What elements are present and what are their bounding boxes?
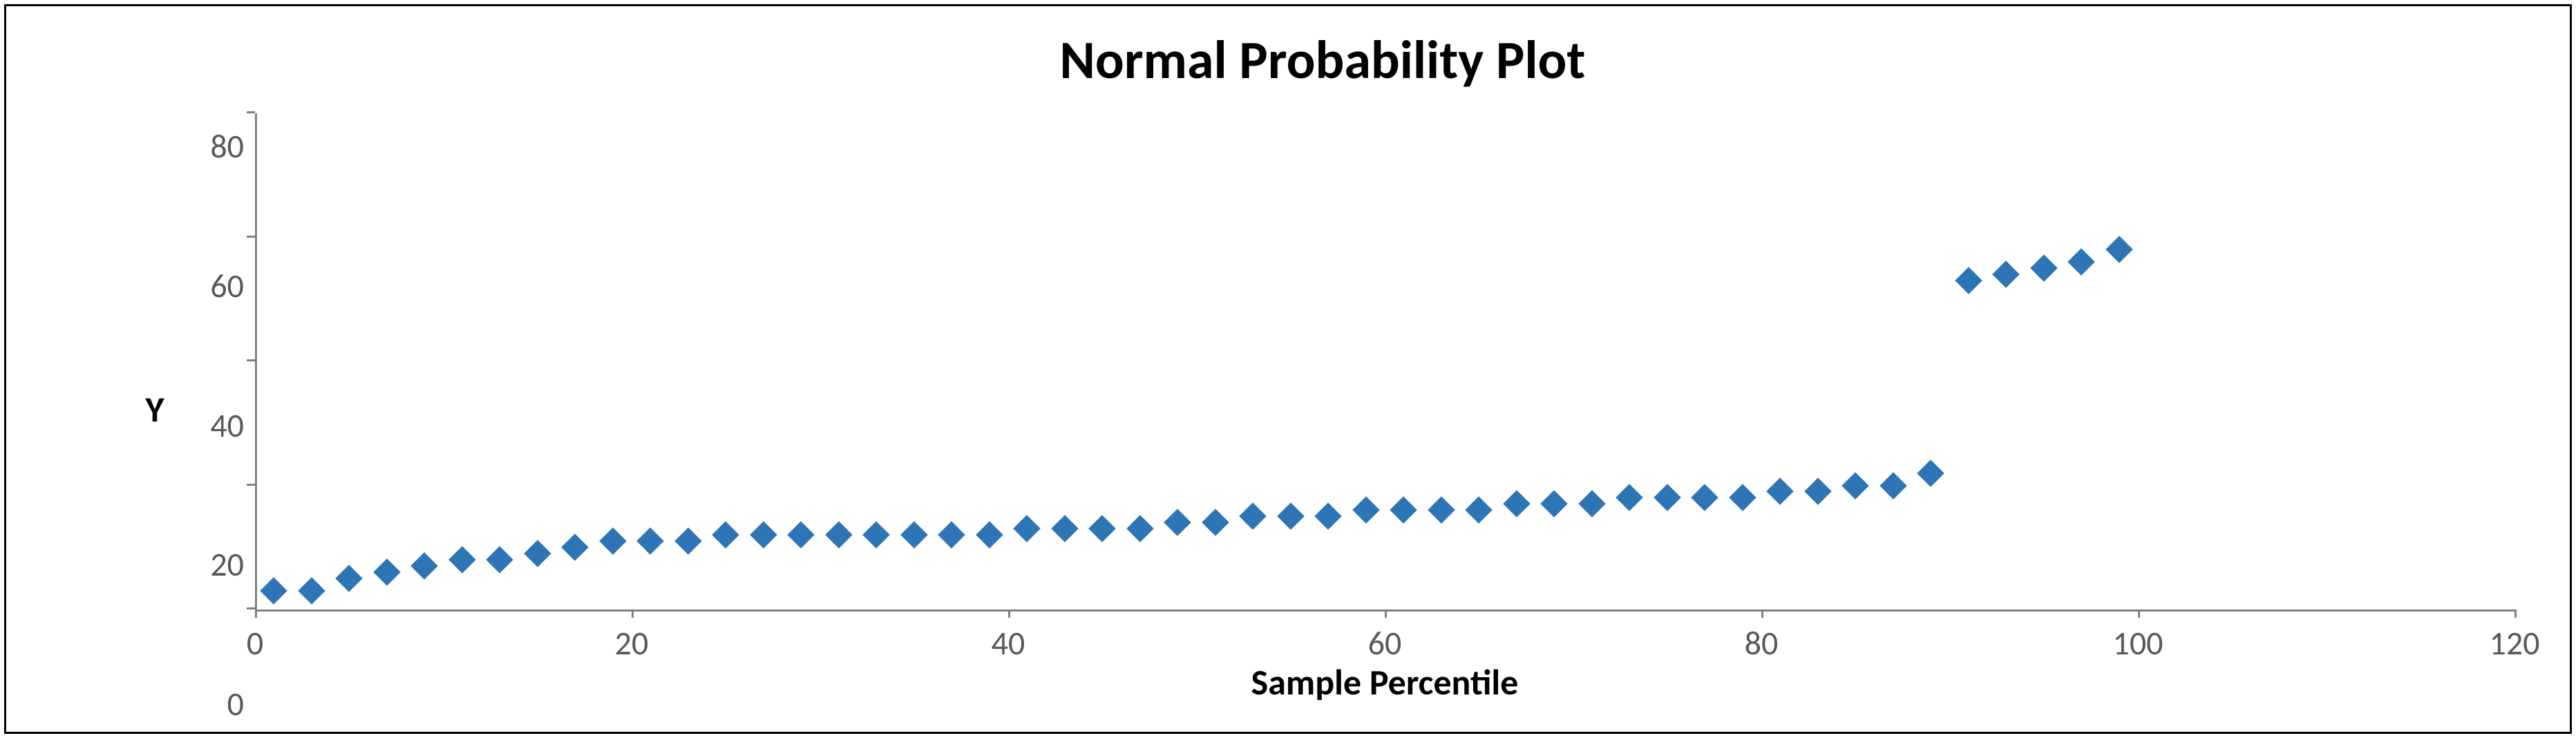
y-tick-label: 20 (210, 548, 244, 581)
data-marker (599, 527, 627, 555)
y-tick-column: 806040200 (179, 113, 255, 704)
data-marker (750, 522, 777, 549)
data-marker (1239, 503, 1267, 531)
data-marker (1691, 484, 1718, 512)
data-marker (298, 577, 325, 605)
x-tick-label: 40 (992, 623, 1025, 663)
x-tick-row: 020406080100120 (255, 612, 2515, 660)
data-marker (900, 522, 928, 549)
data-marker (561, 533, 589, 561)
y-axis-label: Y (145, 387, 164, 431)
y-tick-mark (247, 111, 255, 113)
data-marker (862, 522, 890, 549)
y-tick-mark (247, 484, 255, 486)
data-marker (1164, 509, 1191, 537)
data-marker (1277, 503, 1305, 531)
data-marker (1955, 267, 1982, 295)
data-marker (1804, 478, 1832, 506)
y-tick-mark (247, 236, 255, 238)
data-marker (1729, 484, 1756, 512)
y-tick-label: 60 (210, 269, 244, 303)
data-marker (1428, 497, 1455, 524)
plot-row: Y 806040200 020406080100120 Sample Perce… (131, 113, 2515, 704)
data-marker (260, 577, 287, 605)
data-marker (976, 522, 1003, 549)
data-marker (1352, 497, 1380, 524)
y-tick-mark (247, 607, 255, 609)
data-marker (1013, 515, 1041, 543)
data-marker (2030, 255, 2058, 283)
data-marker (486, 546, 513, 574)
data-marker (1766, 478, 1794, 506)
data-marker (674, 527, 702, 555)
chart-container: Normal Probability Plot Y 80 60 40 20 0 0 20 4… (4, 4, 2572, 734)
x-tick-label: 0 (247, 623, 263, 663)
data-marker (1390, 497, 1417, 524)
x-tick-label: 120 (2490, 623, 2540, 663)
data-marker (1314, 503, 1342, 531)
chart-title: Normal Probability Plot (131, 27, 2515, 93)
data-marker (410, 552, 438, 580)
data-marker (636, 527, 664, 555)
y-axis-label-col: Y (131, 113, 179, 704)
data-marker (1088, 515, 1116, 543)
data-marker (938, 522, 965, 549)
data-marker (373, 558, 401, 586)
data-marker (1841, 472, 1869, 500)
data-marker (335, 565, 363, 592)
data-marker (1202, 509, 1229, 537)
data-marker (448, 546, 476, 574)
data-marker (1051, 515, 1079, 543)
x-tick-label: 20 (615, 623, 649, 663)
data-marker (1126, 515, 1154, 543)
data-marker (1992, 261, 2020, 289)
x-axis-label: Sample Percentile (255, 660, 2515, 704)
x-tick-label: 100 (2113, 623, 2163, 663)
data-marker (787, 522, 815, 549)
y-axis-line (255, 113, 257, 609)
data-marker (825, 522, 853, 549)
plot-column: 020406080100120 Sample Percentile (255, 113, 2515, 704)
y-tick-label: 0 (227, 688, 244, 721)
plot-area (255, 113, 2515, 612)
data-marker (1503, 491, 1531, 518)
x-tick-mark (2515, 609, 2517, 618)
data-marker (524, 540, 551, 567)
data-marker (1578, 491, 1606, 518)
x-tick-label: 80 (1745, 623, 1779, 663)
data-marker (1879, 472, 1907, 500)
data-marker (1917, 460, 1944, 487)
y-tick-label: 40 (210, 409, 244, 442)
data-marker (1654, 484, 1681, 512)
y-tick-mark (247, 359, 255, 361)
data-marker (1616, 484, 1643, 512)
data-marker (2105, 236, 2133, 264)
data-marker (712, 522, 739, 549)
data-marker (1465, 497, 1493, 524)
data-marker (1540, 491, 1568, 518)
y-tick-label: 80 (210, 130, 244, 163)
data-marker (2067, 249, 2095, 276)
x-tick-label: 60 (1368, 623, 1402, 663)
